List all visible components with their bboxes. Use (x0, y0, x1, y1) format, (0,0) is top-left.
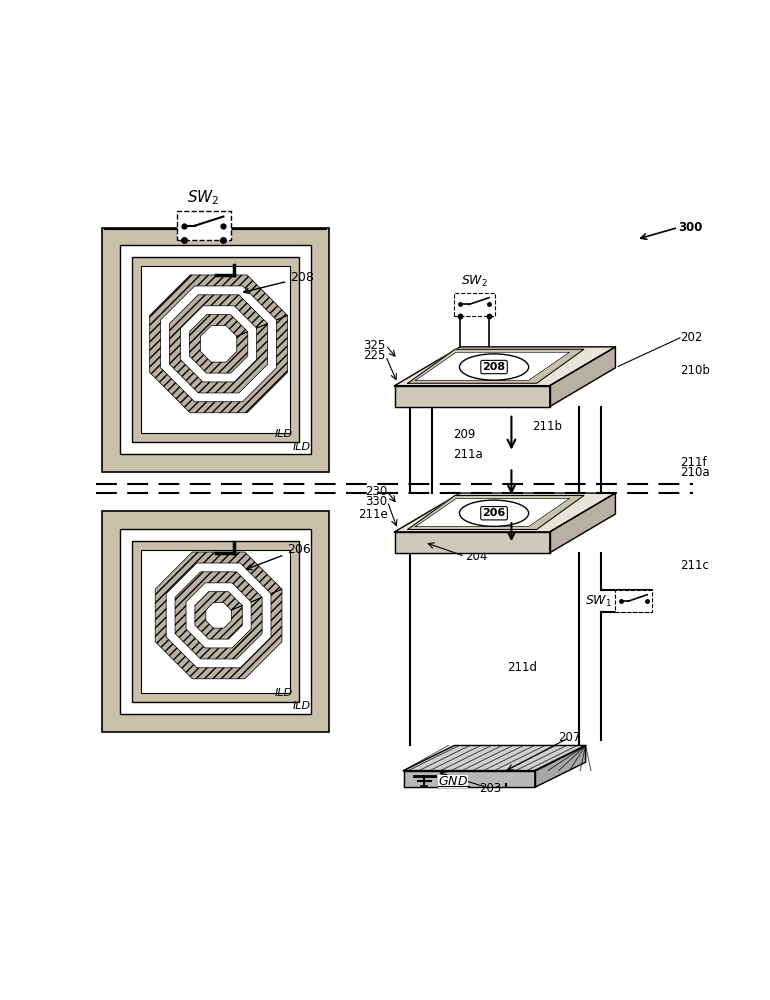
Polygon shape (408, 349, 584, 383)
Text: 211f: 211f (680, 456, 707, 469)
Polygon shape (189, 315, 248, 373)
Polygon shape (403, 771, 535, 787)
Polygon shape (156, 552, 282, 679)
Polygon shape (408, 495, 584, 529)
Bar (120, 529, 311, 714)
Polygon shape (394, 386, 550, 407)
Ellipse shape (460, 354, 529, 380)
Text: 211c: 211c (680, 559, 708, 572)
Bar (615, 590, 652, 612)
Polygon shape (416, 352, 570, 380)
Text: 210a: 210a (680, 466, 709, 479)
Text: 202: 202 (680, 331, 702, 344)
Text: 230: 230 (365, 485, 387, 498)
Text: ILD: ILD (293, 701, 311, 711)
Text: $\it{GND}$: $\it{GND}$ (437, 775, 467, 788)
Polygon shape (550, 347, 615, 407)
Polygon shape (149, 275, 287, 413)
Text: 225: 225 (363, 349, 386, 362)
Text: 211d: 211d (507, 661, 537, 674)
Text: 207: 207 (557, 731, 580, 744)
Text: $SW_1$: $SW_1$ (585, 594, 612, 609)
Text: 206: 206 (483, 508, 506, 518)
Text: ILD: ILD (293, 442, 311, 452)
Ellipse shape (460, 500, 529, 526)
Text: 211a: 211a (453, 448, 483, 461)
Bar (132, 257, 299, 442)
Bar (454, 293, 495, 316)
Bar (102, 511, 329, 732)
Text: 211b: 211b (532, 420, 562, 433)
Text: ILD: ILD (275, 688, 293, 698)
Polygon shape (403, 745, 586, 771)
Bar (141, 266, 290, 433)
Polygon shape (394, 532, 550, 553)
Text: 300: 300 (678, 221, 702, 234)
Text: 330: 330 (365, 495, 387, 508)
Bar (141, 550, 290, 693)
Text: ILD: ILD (275, 429, 293, 439)
Text: $SW_2$: $SW_2$ (461, 274, 488, 289)
Bar (102, 228, 329, 472)
Text: 211e: 211e (358, 508, 387, 521)
Text: 206: 206 (246, 543, 311, 570)
Bar (177, 211, 230, 240)
Text: 204: 204 (465, 550, 487, 563)
Polygon shape (169, 295, 268, 393)
Text: 210b: 210b (680, 364, 710, 377)
Bar (120, 245, 311, 454)
Text: 203: 203 (479, 782, 501, 795)
Polygon shape (394, 493, 615, 532)
Text: 209: 209 (453, 428, 476, 441)
Text: $SW_2$: $SW_2$ (187, 189, 220, 207)
Text: 208: 208 (243, 271, 314, 293)
Polygon shape (394, 347, 615, 386)
Polygon shape (195, 592, 243, 639)
Text: 208: 208 (483, 362, 506, 372)
Text: 325: 325 (363, 339, 386, 352)
Bar (132, 541, 299, 702)
Polygon shape (550, 493, 615, 553)
Polygon shape (175, 572, 262, 659)
Polygon shape (416, 498, 570, 526)
Polygon shape (535, 745, 586, 787)
